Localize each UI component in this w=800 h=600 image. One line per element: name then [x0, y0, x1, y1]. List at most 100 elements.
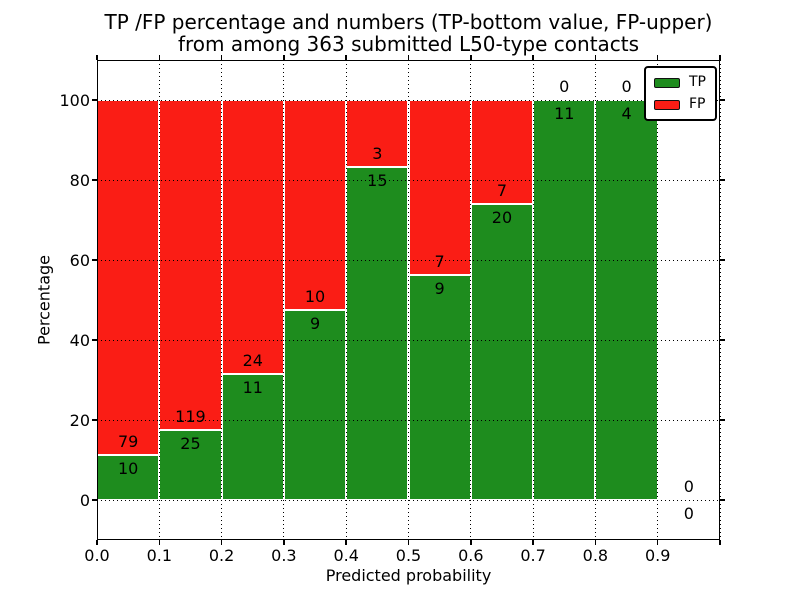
x-tick-labels: 0.0 0.1 0.2 0.3 0.4 0.5 0.6 0.7 0.8 0.9	[84, 546, 720, 566]
chart-title-line1: TP /FP percentage and numbers (TP-bottom…	[104, 10, 713, 34]
bar-fp-2	[221, 100, 284, 375]
x-tick-label-0.0: 0.0	[84, 546, 110, 565]
tp-count-label-1: 25	[180, 434, 201, 454]
bar-tp-5	[408, 275, 471, 500]
fp-count-label-0: 79	[117, 432, 139, 452]
tp-color-swatch	[654, 77, 680, 88]
tp-count-label-6: 20	[491, 207, 513, 227]
x-tickmark-bottom	[220, 540, 223, 545]
x-tickmark-bottom	[96, 540, 98, 545]
x-tick-label-0.9: 0.9	[644, 546, 671, 565]
y-tickmark-right	[720, 419, 725, 421]
y-tickmark-right	[720, 259, 725, 261]
x-tickmark-bottom	[470, 540, 472, 545]
bar-tp-7	[533, 100, 596, 500]
y-tickmark-left	[92, 99, 97, 101]
x-tickmark-top	[345, 55, 347, 60]
x-tickmark-bottom	[345, 540, 347, 545]
gridline-x-0.5	[408, 60, 409, 540]
bar-annotations-layer: 79 10 119 25 24 11 10 9 3 15 7 9 7 20 0 11 0 4 0 0	[97, 60, 720, 540]
tp-count-label-4: 15	[367, 170, 388, 190]
x-tick-label-0.8: 0.8	[582, 546, 609, 565]
bar-tp-1	[159, 430, 222, 500]
x-tickmark-top	[594, 55, 597, 60]
fp-count-label-3: 10	[304, 287, 326, 307]
gridline-x-0	[96, 60, 98, 540]
fp-count-label-5: 7	[434, 252, 445, 272]
fp-count-label-7: 0	[559, 77, 570, 96]
gridline-x-1	[719, 60, 721, 540]
bar-tp-4	[346, 166, 409, 500]
fp-count-label-4: 3	[372, 143, 383, 163]
fp-count-label-9: 0	[683, 477, 694, 496]
x-tickmark-bottom	[407, 540, 410, 545]
tick-marks-layer	[92, 55, 725, 545]
y-tickmark-left	[92, 499, 97, 501]
gridline-x-0.7	[532, 60, 534, 540]
gridline-x-0.6	[470, 60, 472, 540]
y-tick-label-20: 20	[69, 410, 90, 430]
x-tickmark-top	[283, 55, 285, 60]
bar-tp-2	[221, 374, 284, 500]
x-tick-label-0.5: 0.5	[395, 546, 422, 565]
tp-count-label-2: 11	[242, 378, 263, 398]
x-tick-label-0.7: 0.7	[520, 546, 546, 565]
bar-fp-6	[470, 100, 534, 204]
x-tickmark-bottom	[594, 540, 597, 545]
y-tickmark-left	[92, 419, 97, 421]
x-tickmark-bottom	[532, 540, 534, 545]
y-tick-label-40: 40	[69, 330, 90, 350]
x-tickmark-top	[470, 55, 472, 60]
bar-fp-1	[159, 100, 222, 431]
y-tick-label-80: 80	[69, 170, 90, 190]
tp-count-label-3: 9	[309, 314, 321, 334]
x-tickmark-top	[656, 55, 659, 60]
fp-count-label-1: 119	[175, 407, 206, 427]
x-tick-label-0.6: 0.6	[458, 546, 484, 565]
x-tickmark-bottom	[656, 540, 659, 545]
gridline-x-0.9	[657, 60, 659, 540]
x-tick-label-0.3: 0.3	[271, 546, 297, 565]
bar-tp-3	[283, 310, 347, 500]
legend: TP FP	[644, 66, 717, 121]
y-tickmark-right	[720, 339, 725, 341]
x-tickmark-top	[158, 55, 161, 60]
tp-count-label-8: 4	[621, 104, 632, 123]
x-tickmark-top	[407, 55, 410, 60]
tp-count-label-9: 0	[683, 504, 694, 523]
y-tickmark-left	[92, 179, 97, 181]
bars-layer	[97, 60, 720, 540]
bar-tp-0	[97, 455, 160, 500]
legend-item-fp: FP	[654, 97, 706, 112]
bar-tp-6	[470, 203, 534, 500]
chart-title-line2: from among 363 submitted L50-type contac…	[177, 32, 640, 56]
x-tick-label-0.2: 0.2	[208, 546, 235, 565]
y-tickmark-right	[720, 499, 725, 501]
plot-area: 79 10 119 25 24 11 10 9 3 15 7 9 7 20 0 11 0 4 0 0 TP FP	[92, 55, 725, 545]
y-tickmark-right	[720, 179, 725, 181]
y-tick-label-100: 100	[59, 90, 90, 110]
gridline-x-0.1	[158, 60, 160, 540]
tp-count-label-7: 11	[554, 104, 575, 123]
legend-label-fp: FP	[689, 96, 706, 112]
x-tickmark-bottom	[283, 540, 285, 545]
x-axis-label: Predicted probability	[325, 566, 492, 585]
gridline-x-0.4	[345, 60, 347, 540]
fp-count-label-2: 24	[242, 351, 263, 371]
bar-tp-8	[595, 100, 658, 500]
x-tickmark-bottom	[719, 540, 721, 545]
x-tickmark-top	[220, 55, 223, 60]
fp-color-swatch	[654, 99, 680, 110]
x-tick-label-0.1: 0.1	[146, 546, 173, 565]
gridline-x-0.3	[283, 60, 285, 540]
bar-fp-0	[97, 100, 160, 456]
bar-fp-5	[408, 100, 471, 276]
legend-label-tp: TP	[689, 74, 706, 90]
bar-fp-3	[283, 100, 347, 311]
x-tickmark-top	[719, 55, 721, 60]
gridline-x-0.2	[221, 60, 223, 540]
y-tickmark-left	[92, 339, 97, 341]
tp-count-label-0: 10	[117, 459, 139, 479]
legend-item-tp: TP	[654, 75, 706, 90]
